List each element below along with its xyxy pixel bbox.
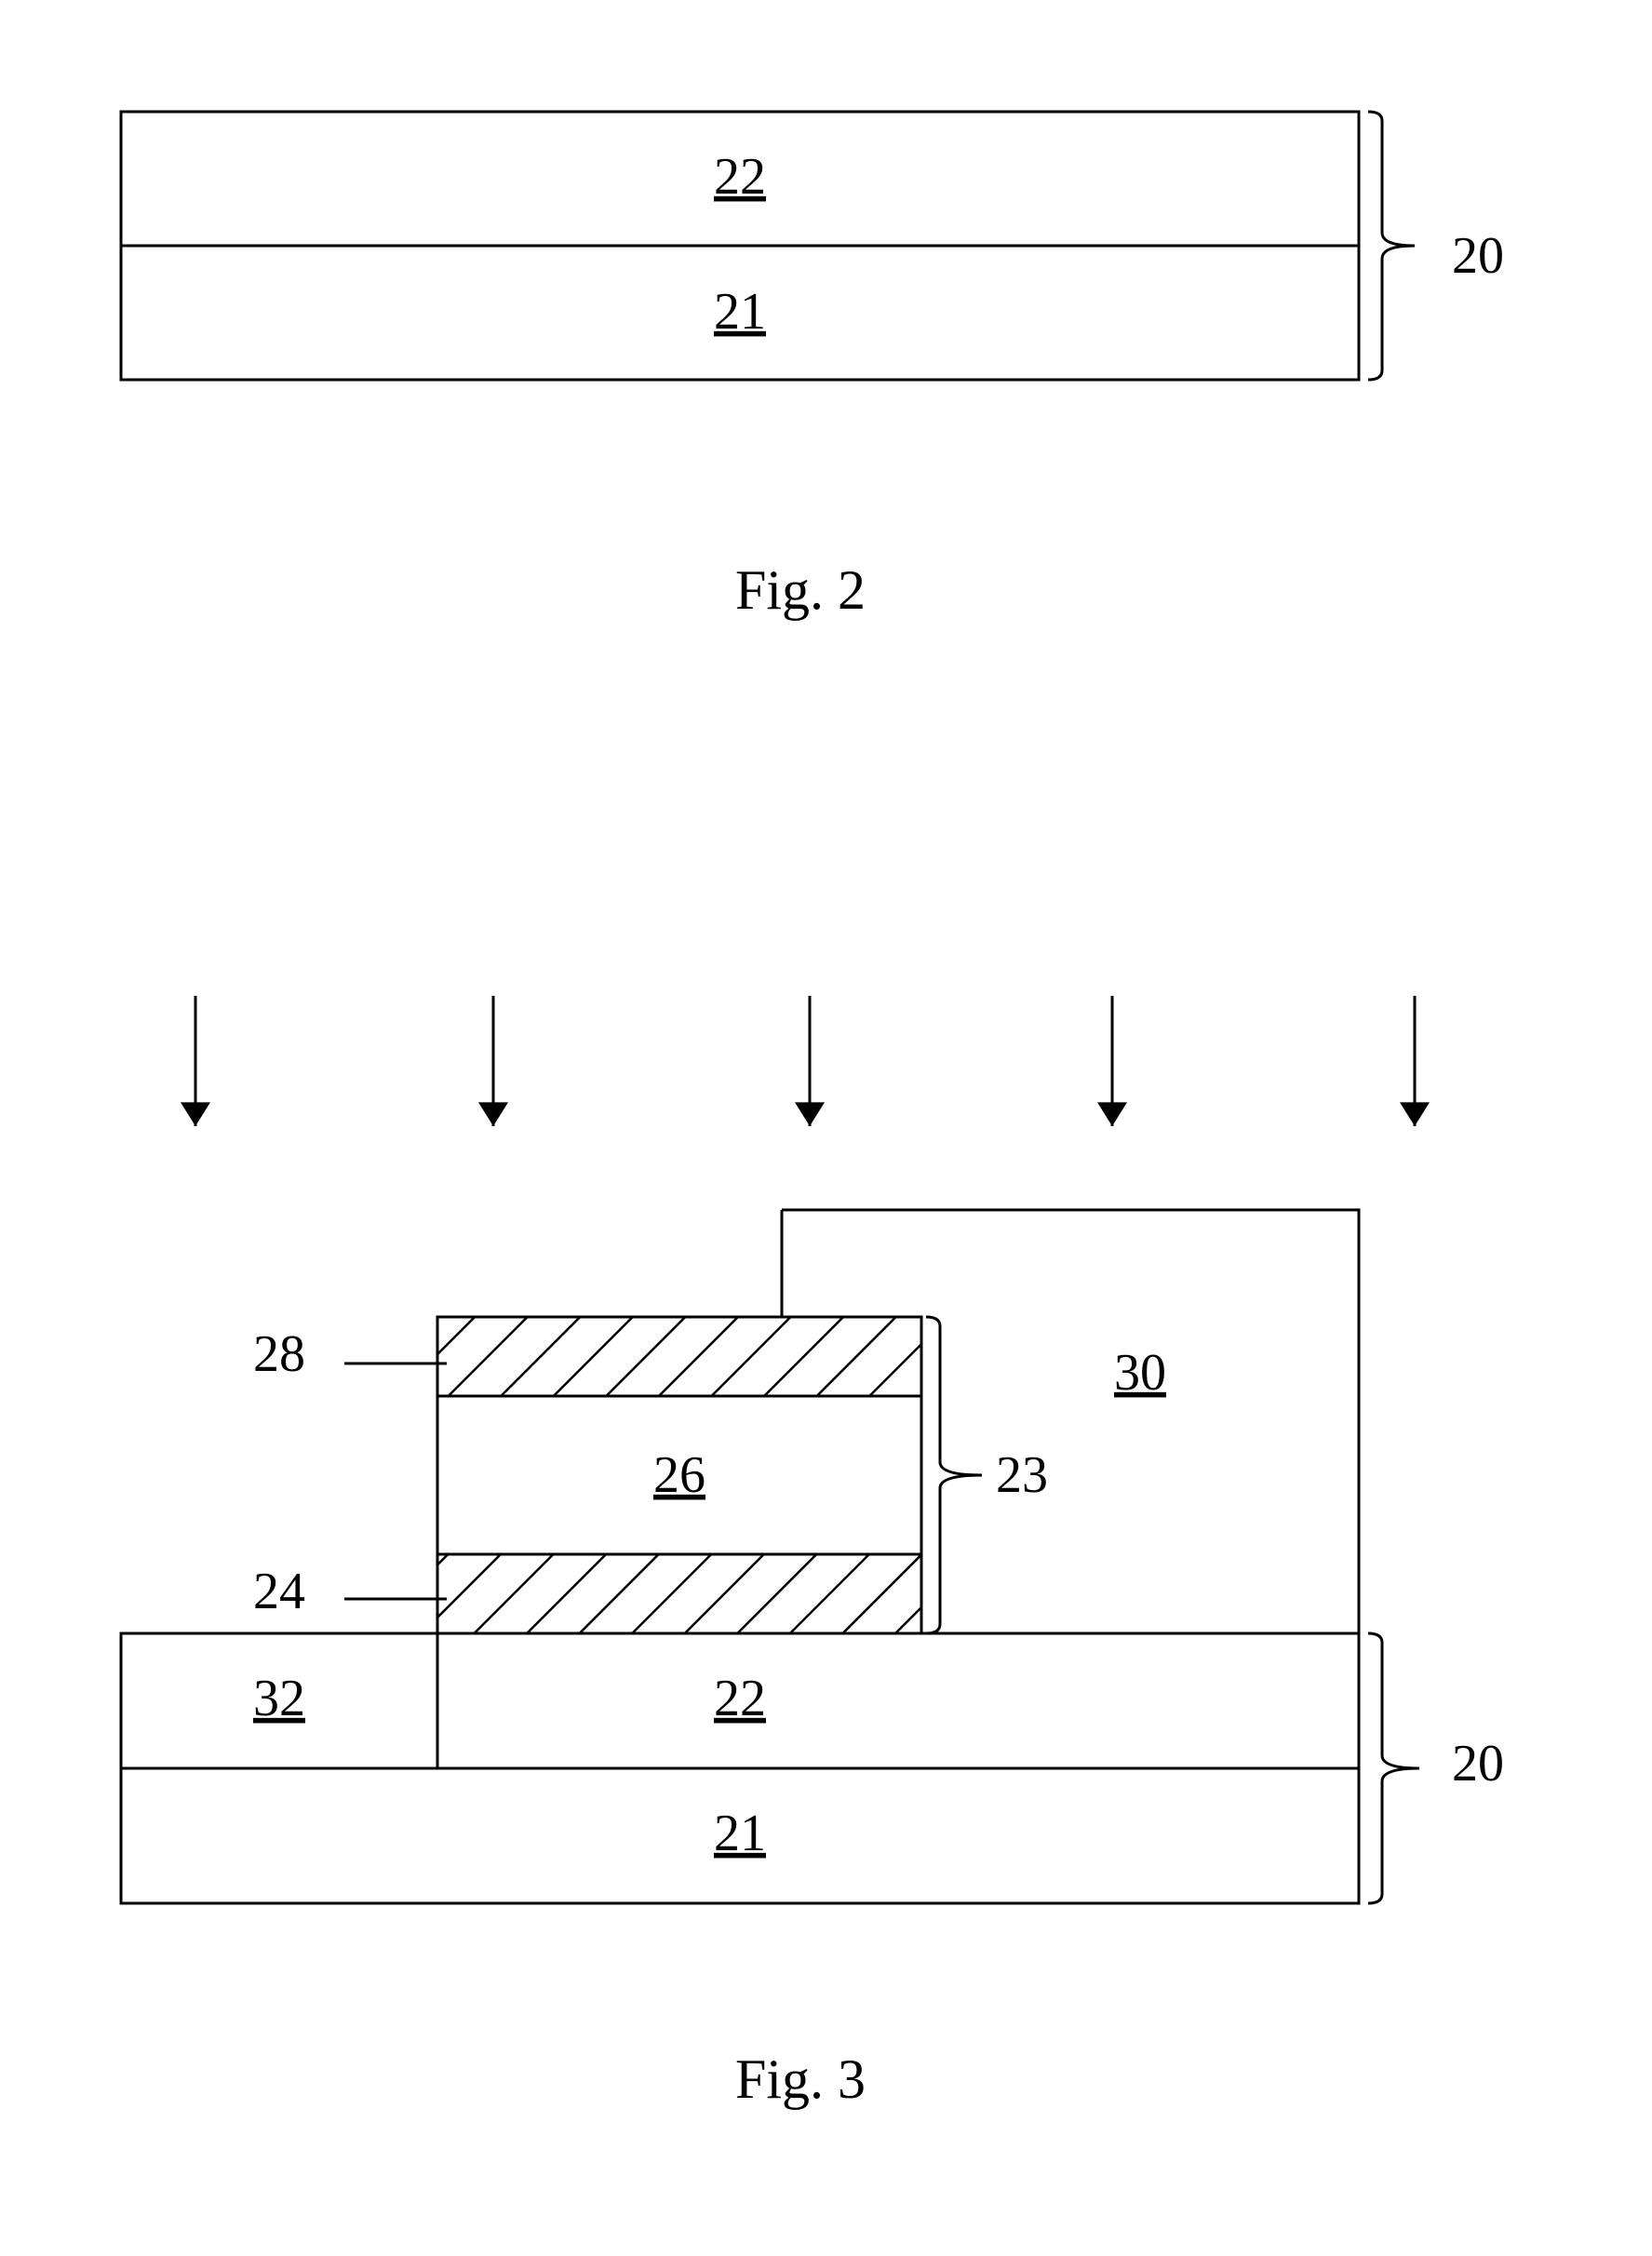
layer-label-32: 32 — [253, 1670, 305, 1727]
layer-label-26: 26 — [653, 1446, 705, 1504]
figure-2 — [121, 112, 1415, 380]
figure-2-caption: Fig. 2 — [735, 559, 866, 621]
layer-24 — [437, 1554, 921, 1633]
region-label-30: 30 — [1114, 1344, 1166, 1402]
layer-label-22: 22 — [714, 148, 766, 206]
layer-28 — [437, 1317, 921, 1396]
brace-label-20: 20 — [1452, 227, 1504, 285]
brace-label-20-fig3: 20 — [1452, 1735, 1504, 1793]
layer-label-21: 21 — [714, 283, 766, 341]
figure-3 — [121, 996, 1430, 1903]
layer-label-21: 21 — [714, 1805, 766, 1862]
layer-label-22: 22 — [714, 1670, 766, 1727]
patent-figures: 22 21 20 Fig. 2 32 22 21 26 30 23 20 28 24 Fig. 3 — [0, 0, 1652, 2256]
brace-label-23: 23 — [996, 1446, 1048, 1504]
leader-label-24: 24 — [253, 1563, 305, 1620]
figure-3-caption: Fig. 3 — [735, 2048, 866, 2110]
leader-label-28: 28 — [253, 1325, 305, 1383]
